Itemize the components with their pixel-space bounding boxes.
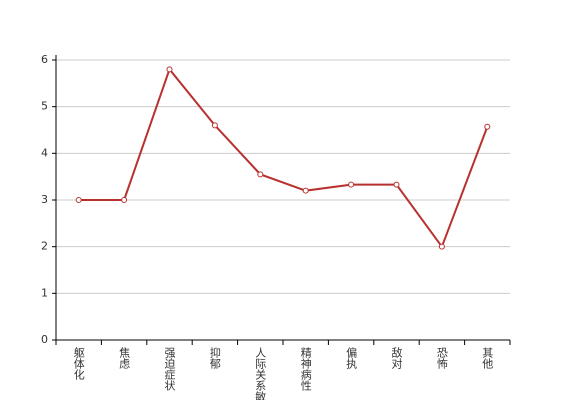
y-tick-label: 2 xyxy=(41,240,48,253)
y-tick-label: 4 xyxy=(41,146,48,159)
point xyxy=(348,181,355,188)
x-tick-label: 偏执 xyxy=(345,346,358,370)
point xyxy=(484,123,491,130)
x-tick-label: 抑郁 xyxy=(208,346,221,369)
point xyxy=(211,122,218,129)
y-tick-label: 1 xyxy=(41,286,48,299)
point xyxy=(438,243,445,250)
x-tick-label: 焦虑 xyxy=(118,347,131,369)
point xyxy=(393,181,400,188)
y-tick-label: 3 xyxy=(41,193,48,206)
x-tick-label: 精神病性 xyxy=(299,347,312,392)
y-tick-label: 5 xyxy=(41,100,48,113)
x-tick-label: 敌对 xyxy=(390,346,403,369)
point xyxy=(257,171,264,178)
point xyxy=(75,197,82,203)
x-tick-label: 强迫症状 xyxy=(163,347,176,391)
x-tick-label: 躯体化 xyxy=(72,347,85,381)
x-tick-label: 其他 xyxy=(481,347,494,369)
line xyxy=(78,67,489,249)
x-tick-label: 人际关系敏感 xyxy=(254,347,267,400)
point xyxy=(166,66,173,73)
y-tick-label: 6 xyxy=(41,53,48,66)
point xyxy=(121,197,128,203)
x-tick-label: 恐怖 xyxy=(435,347,448,369)
point xyxy=(302,187,309,194)
y-tick-label: 0 xyxy=(41,333,48,346)
